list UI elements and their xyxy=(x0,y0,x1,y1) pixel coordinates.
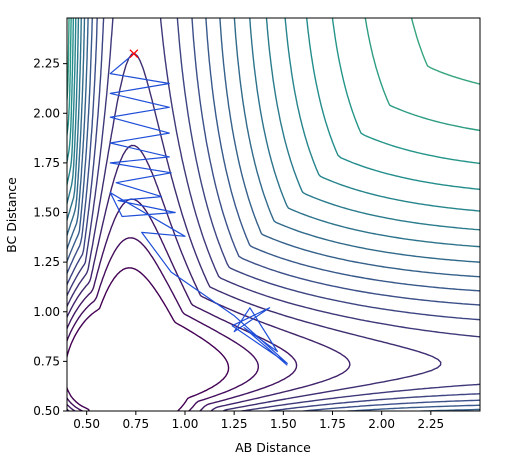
y-tick-label: 2.00 xyxy=(33,106,60,120)
contour-line xyxy=(67,237,259,411)
y-tick-label: 1.25 xyxy=(33,255,60,269)
x-tick-label: 1.00 xyxy=(172,417,199,431)
contour-lines xyxy=(67,18,480,411)
x-axis: 0.50 0.75 1.00 1.25 1.50 1.75 2.00 2.25 xyxy=(73,411,444,431)
y-tick-label: 2.25 xyxy=(33,57,60,71)
x-tick-label: 1.50 xyxy=(270,417,297,431)
plot-frame xyxy=(66,17,481,412)
contour-line xyxy=(67,18,480,132)
contour-line xyxy=(67,18,480,411)
y-tick-label: 1.00 xyxy=(33,305,60,319)
x-tick-label: 1.75 xyxy=(319,417,346,431)
y-tick-label: 1.50 xyxy=(33,206,60,220)
start-marker xyxy=(129,49,139,59)
contour-line xyxy=(67,18,480,212)
y-axis-label: BC Distance xyxy=(4,177,19,253)
contour-line xyxy=(67,18,480,165)
x-tick-label: 0.50 xyxy=(73,417,100,431)
contour-line xyxy=(67,198,298,411)
contour-line xyxy=(67,18,480,411)
y-axis: 0.50 0.75 1.00 1.25 1.50 1.75 2.00 2.25 xyxy=(33,57,67,418)
contour-line xyxy=(67,18,480,411)
trajectory-group xyxy=(109,53,288,366)
x-axis-label: AB Distance xyxy=(235,440,311,455)
x-tick-label: 1.25 xyxy=(221,417,248,431)
contour-line xyxy=(67,18,480,263)
contour-line xyxy=(67,144,351,411)
y-tick-label: 0.50 xyxy=(33,404,60,418)
x-tick-label: 2.00 xyxy=(368,417,395,431)
contour-line xyxy=(67,18,480,191)
contour-line xyxy=(67,18,480,411)
contour-line xyxy=(67,18,480,411)
contour-line xyxy=(67,267,230,411)
contour-line xyxy=(67,52,442,411)
y-tick-label: 1.75 xyxy=(33,156,60,170)
x-tick-label: 2.25 xyxy=(417,417,444,431)
contour-line xyxy=(67,18,480,85)
start-marker-group xyxy=(129,49,139,59)
y-tick-label: 0.75 xyxy=(33,354,60,368)
contour-line xyxy=(67,18,480,231)
contour-line xyxy=(67,18,480,248)
trajectory-line xyxy=(109,53,288,366)
x-tick-label: 0.75 xyxy=(122,417,149,431)
